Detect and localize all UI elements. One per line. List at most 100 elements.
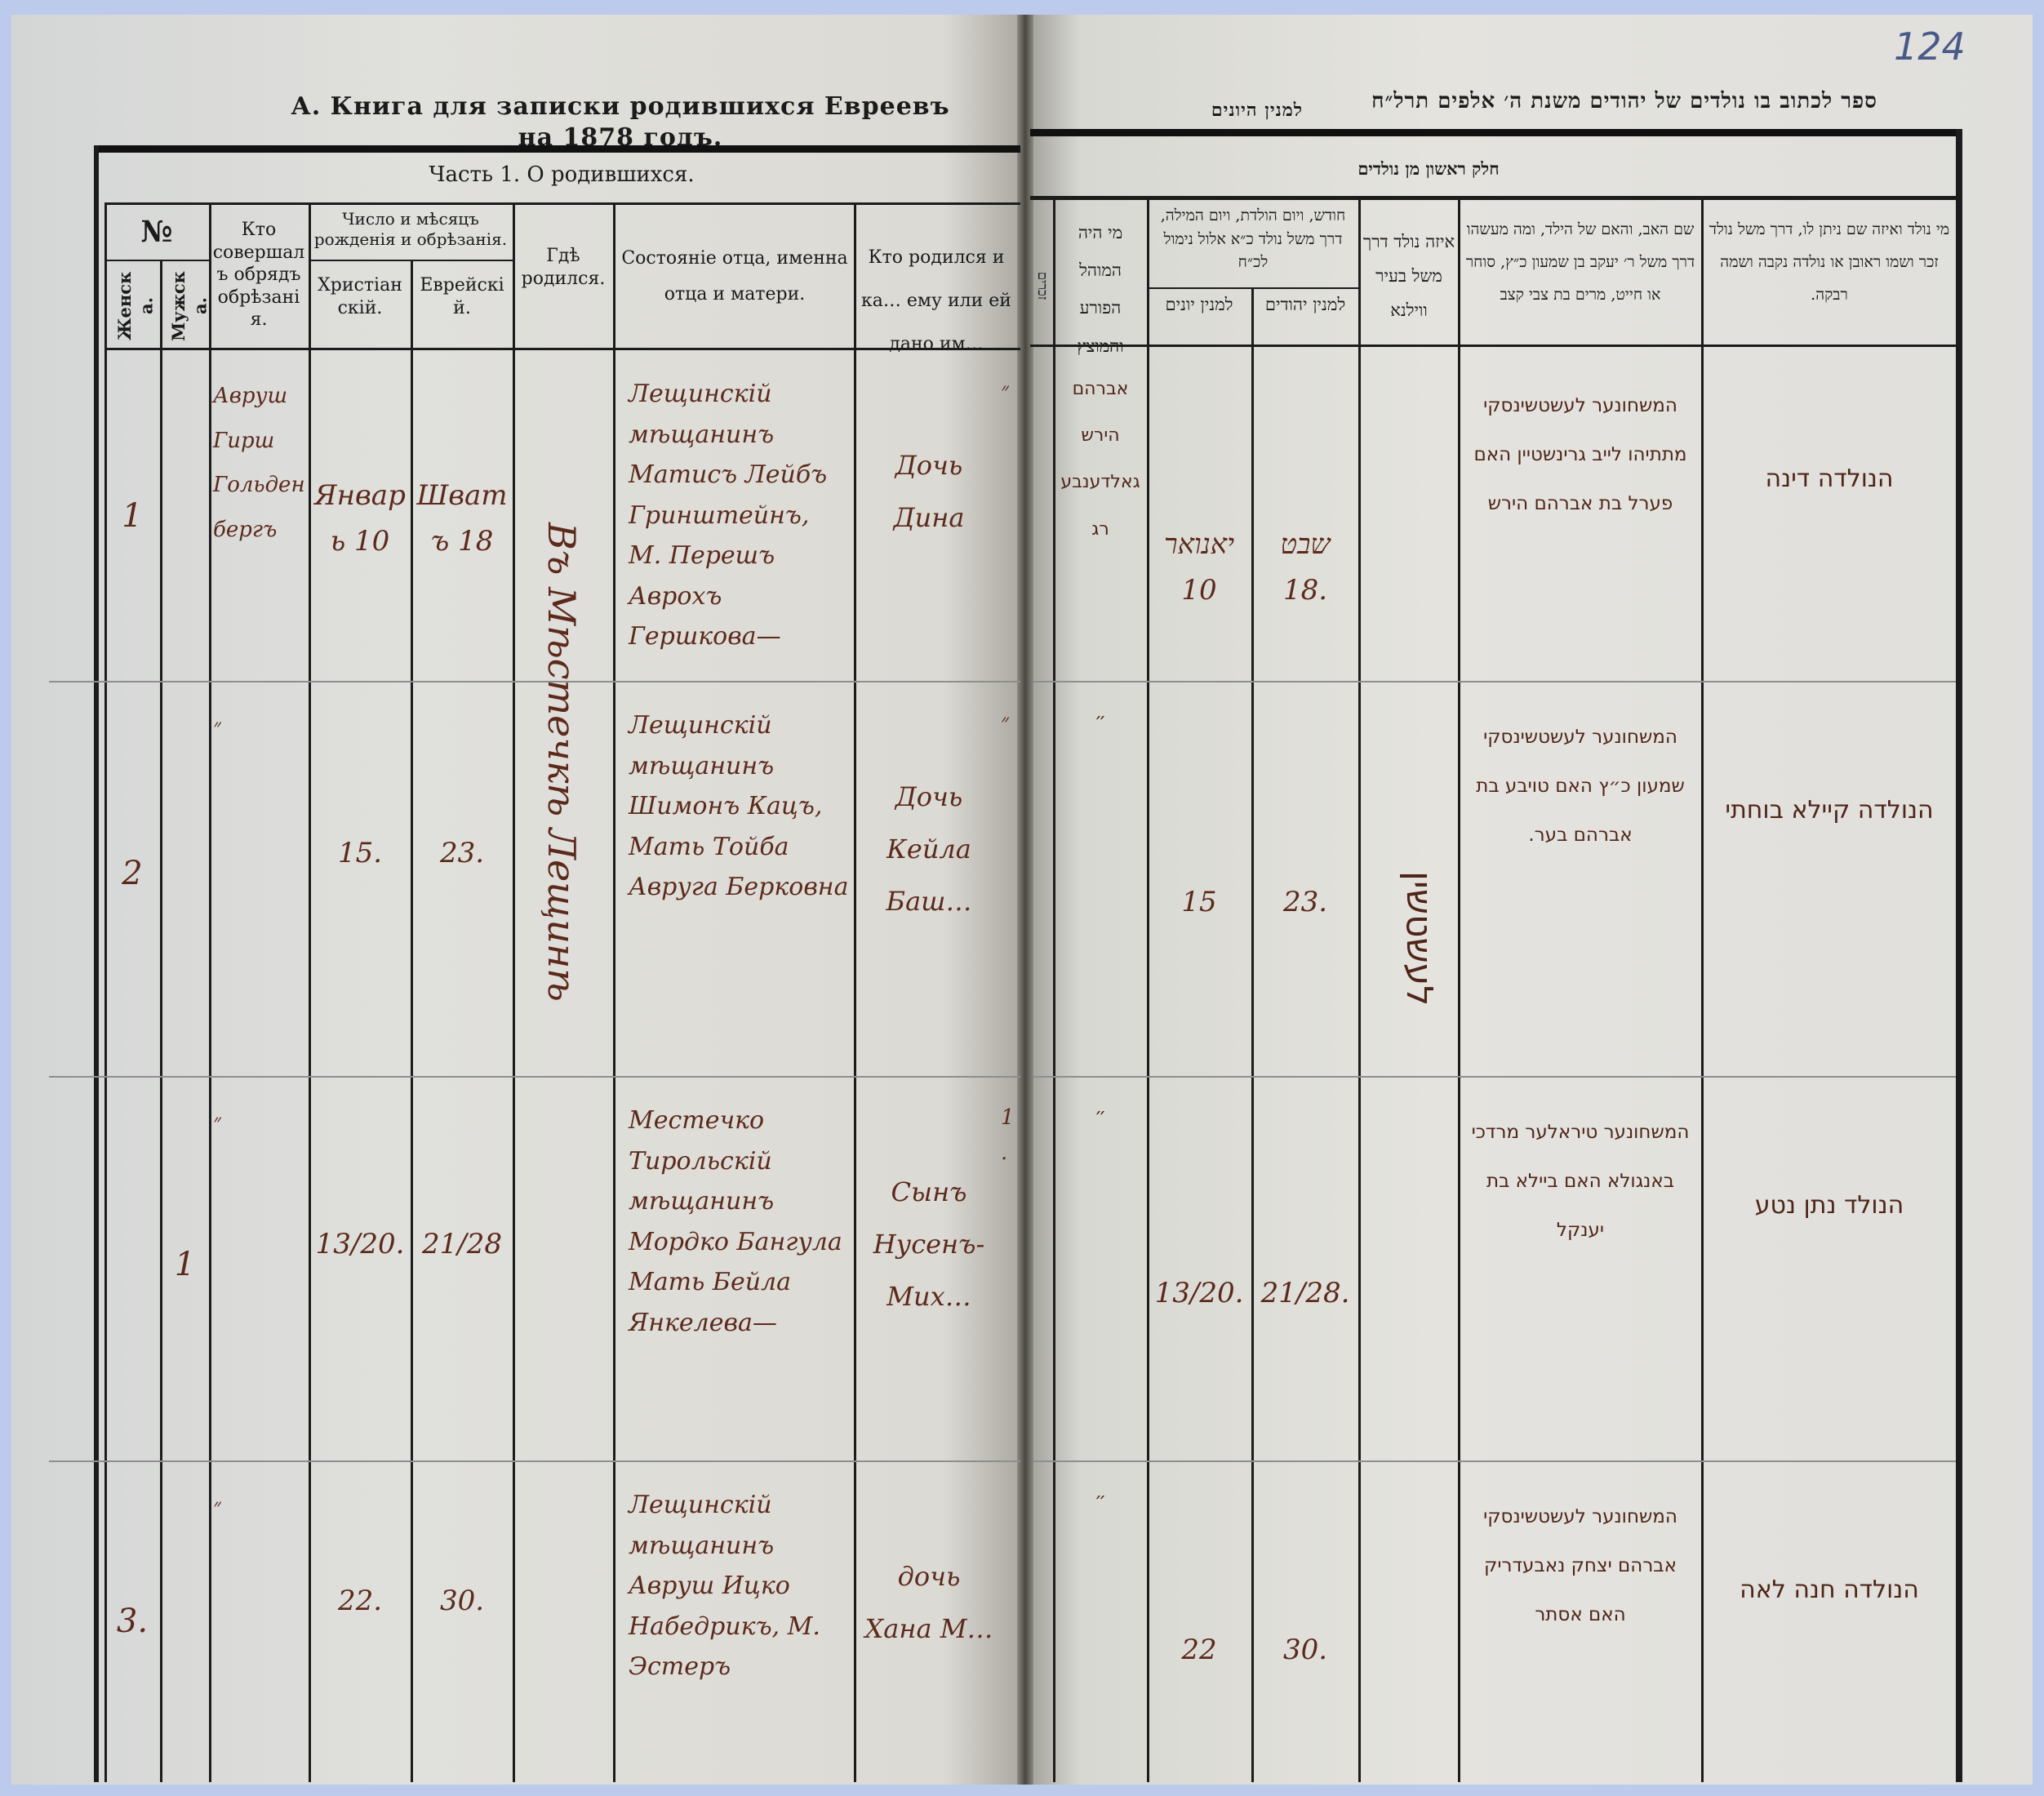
col-line (160, 260, 162, 1782)
parents-entry: Местечко Тирольскій мѣщанинъ Мордко Банг… (629, 1106, 842, 1337)
child-entry-hebrew: הנולדה דינה (1765, 465, 1894, 493)
right-place-entry: לעשטשין (1398, 871, 1440, 1007)
number-split (104, 260, 209, 261)
header-bottom-rule (1030, 345, 1961, 347)
parents-heading-hebrew: שם האב, והאם של הילד, ומה מעשהו דרך משל … (1465, 220, 1695, 304)
left-border (94, 145, 99, 1782)
top-rule (94, 145, 1020, 153)
gentile-date: 15 (1181, 886, 1217, 919)
col-line (854, 202, 856, 1782)
female-heading: Женска. (114, 271, 157, 341)
jewish-date: 30. (439, 1585, 485, 1618)
row-divider (49, 1076, 1020, 1078)
males-heading-cut: זכרים (1035, 271, 1051, 300)
child-entry: дочь Хана М… (864, 1561, 993, 1644)
mohel-name: ״ (213, 715, 221, 740)
child-entry: Сынъ Нусенъ-Мих… (873, 1176, 985, 1312)
child-entry-hebrew: הנולד נתן נטע (1754, 1191, 1904, 1220)
jewish-heading: Еврейскій. (420, 275, 504, 318)
parents-entry-hebrew: המשחונער לעשטשינסקי מתתיהו לייב גרינשטיי… (1473, 395, 1687, 514)
left-place-entry: Въ Мѣстечкѣ Лещинѣ (540, 522, 584, 1002)
col-line (104, 202, 107, 1782)
top-rule (1030, 129, 1961, 136)
jewish-date-hebrew-col: שבט 18. (1280, 527, 1331, 607)
col-line (1251, 287, 1254, 1782)
ditto-mark: ״ (1001, 710, 1009, 735)
female-number: 1 (122, 496, 143, 535)
christian-date: Январь 10 (314, 478, 406, 558)
parents-heading: Состояніе отца, именна отца и матери. (621, 248, 848, 305)
christian-date: 22. (337, 1585, 383, 1618)
row-divider (49, 681, 1020, 682)
child-entry-hebrew: הנולדה קיילא בוחתי (1725, 796, 1934, 825)
right-border (1956, 129, 1962, 1782)
right-page (1030, 15, 2033, 1785)
part-heading-hebrew: חלק ראשון מן נולדים (1357, 158, 1500, 179)
jewish-date: 21/28 (422, 1227, 502, 1260)
mohel-name: ״ (213, 1495, 221, 1519)
book-gutter (1017, 15, 1033, 1785)
mohel-name-hebrew: אברהם הירש גאלדענבערג (1060, 379, 1140, 540)
child-heading: Кто родился и ка… ему или ей дано им… (861, 247, 1011, 354)
female-number: 3. (116, 1603, 149, 1641)
col-line (209, 202, 211, 1782)
col-line (309, 202, 311, 1782)
child-entry: Дочь Кейла Баш… (886, 781, 972, 917)
header-rule (104, 202, 1020, 205)
parents-entry-hebrew: המשחונער לעשטשינסקי אברהם יצחק נאבעדריק … (1483, 1506, 1677, 1625)
mohel-name: Авруш Гирш Гольденбергъ (213, 384, 305, 542)
row-divider (1033, 681, 1956, 682)
col-line (613, 202, 615, 1782)
jewish-date-hebrew-col: 21/28. (1260, 1276, 1350, 1309)
female-number: 2 (122, 855, 143, 893)
header-rule (1030, 196, 1961, 200)
christian-heading: Христіанскій. (318, 275, 402, 318)
christian-date: 15. (337, 837, 383, 870)
gentile-date-heading: למנין יונים (1165, 295, 1233, 314)
male-heading: Мужска. (168, 271, 211, 341)
right-page-title-sub: למנין היונים (1211, 100, 1304, 121)
left-page-title: А. Книга для записки родившихся Евреевъ … (291, 92, 950, 152)
col-line (513, 202, 515, 1782)
col-line (1358, 200, 1361, 1782)
male-number: 1 (174, 1245, 196, 1283)
jewish-date-hebrew-col: 23. (1282, 886, 1328, 919)
parents-entry-hebrew: המשחונער טיראלער מרדכי באנגולא האם ביילא… (1471, 1122, 1690, 1241)
ditto-mark: ״ (1001, 379, 1009, 403)
number-heading: № (140, 215, 173, 249)
mohel-name-hebrew: ״ (1094, 710, 1107, 731)
child-heading-hebrew: מי נולד ואיזה שם ניתן לו, דרך משל נולד ז… (1709, 220, 1950, 304)
header-bottom-rule (104, 348, 1020, 350)
parents-entry: Лещинскій мѣщанинъ Матисъ Лейбъ Гринштей… (629, 380, 828, 651)
part-heading: Часть 1. О родившихся. (429, 162, 695, 187)
right-page-title: ספר לכתוב בו נולדים של יהודים משנת ה׳ אל… (1371, 89, 1877, 113)
child-entry-hebrew: הנולדה חנה לאה (1740, 1576, 1919, 1604)
col-line (411, 260, 413, 1782)
parents-entry: Лещинскій мѣщанинъ Шимонъ Кацъ, Мать Той… (629, 711, 849, 901)
mohel-name-hebrew: ״ (1094, 1490, 1107, 1510)
row-divider (49, 1460, 1020, 1462)
jewish-date: Шватъ 18 (416, 478, 508, 558)
col-line (1701, 200, 1704, 1782)
christian-date: 13/20. (315, 1227, 405, 1260)
child-entry: Дочь Дина (893, 450, 965, 533)
jewish-date-heading: למנין יהודים (1264, 295, 1346, 314)
row-divider (1033, 1460, 1956, 1462)
date-group-heading-hebrew: חודש, ויום הולדת, ויום המילה, דרך משל נו… (1160, 207, 1346, 271)
mohel-name-hebrew: ״ (1094, 1105, 1107, 1126)
gentile-date: יאנואר 10 (1163, 527, 1235, 607)
col-line (1053, 200, 1055, 1782)
mohel-heading: Кто совершалъ обрядъ обрѣзанія. (212, 220, 305, 330)
jewish-date-hebrew-col: 30. (1282, 1634, 1328, 1667)
date-group-heading: Число и мѣсяцъ рожденія и обрѣзанія. (313, 209, 508, 249)
row-divider (1033, 1076, 1956, 1078)
place-heading: Гдѣ родился. (521, 246, 606, 289)
parents-entry-hebrew: המשחונער לעשטשינסקי שמעון כ״ץ האם טויבע … (1476, 727, 1685, 846)
col-line (1458, 200, 1460, 1782)
parents-entry: Лещинскій мѣщанинъ Авруш Ицко Набедрикъ,… (629, 1491, 820, 1681)
place-heading-hebrew: איזה נולד דרך משל בעיר ווילנא (1362, 232, 1455, 320)
col-line (1147, 200, 1149, 1782)
mohel-heading-hebrew: מי היה המוהל הפורע והמוצץ (1077, 223, 1124, 356)
mohel-name: ״ (213, 1110, 221, 1135)
gentile-date: 22 (1181, 1634, 1217, 1667)
